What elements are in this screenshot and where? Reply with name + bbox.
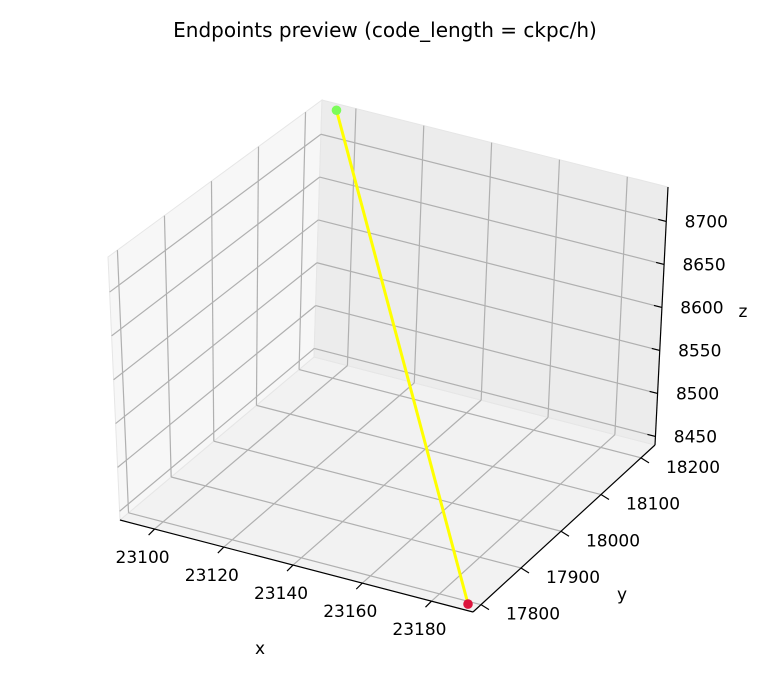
x-axis-label: x (255, 639, 265, 659)
x-tick-mark (217, 546, 225, 554)
x-grid-floor (223, 382, 415, 548)
z-grid-back (320, 133, 667, 222)
x-tick-mark (355, 582, 363, 590)
y-tick-mark (600, 494, 610, 501)
x-axis-line (119, 519, 474, 613)
z-grid-left (111, 176, 320, 337)
y-tick-mark (480, 604, 490, 611)
z-tick-label: 8450 (674, 427, 717, 447)
z-grid-left (117, 305, 316, 468)
z-tick-label: 8700 (685, 212, 728, 232)
x-tick-label: 23180 (392, 620, 446, 640)
x-grid-wall (480, 142, 493, 401)
z-tick-label: 8500 (676, 384, 719, 404)
x-grid-floor (292, 399, 482, 566)
x-grid-wall (413, 125, 425, 383)
y-tick-label: 18200 (666, 458, 720, 478)
tick-labels: 23100 23120 23140 23160 23180 17800 17900 18000… (116, 212, 728, 640)
z-grid-back (316, 262, 660, 351)
y-tick-mark (560, 530, 570, 537)
z-grid-back (315, 305, 658, 394)
z-tick-label: 8600 (680, 298, 723, 318)
x-tick-label: 23160 (323, 602, 377, 622)
z-tick-mark (647, 433, 656, 437)
x-grid-floor (361, 416, 549, 584)
end-point-marker (463, 599, 473, 609)
z-grid-left (119, 347, 315, 512)
x-grid-floor (431, 434, 616, 602)
z-grid-left (109, 133, 322, 293)
x-tick-mark (286, 564, 294, 572)
grid-lines (109, 108, 667, 606)
axis-panes (107, 98, 669, 613)
y-tick-mark (520, 567, 530, 574)
z-grid-left (113, 219, 319, 381)
y-tick-mark (640, 457, 650, 464)
y-grid-wall (116, 250, 130, 513)
z-tick-mark (658, 218, 667, 222)
y-grid-wall (210, 181, 215, 442)
y-grid-wall (163, 215, 172, 478)
y-grid-wall (298, 112, 307, 370)
y-grid-floor (213, 440, 562, 532)
y-tick-label: 17800 (506, 605, 560, 625)
endpoint-segment (335, 109, 470, 605)
y-axis-line (472, 444, 656, 613)
x-tick-label: 23120 (185, 566, 239, 586)
z-grid-back (314, 347, 656, 437)
chart-title: Endpoints preview (code_length = ckpc/h) (173, 18, 597, 42)
data-marks (331, 105, 473, 609)
start-point-marker (331, 105, 342, 116)
z-tick-mark (653, 304, 663, 308)
z-tick-mark (651, 347, 660, 351)
x-grid-wall (547, 159, 561, 418)
z-axis-line (654, 186, 669, 446)
y-grid-floor (256, 404, 602, 496)
y-grid-wall (255, 146, 260, 406)
y-axis-label: y (617, 585, 627, 605)
y-tick-label: 18000 (586, 531, 640, 551)
z-grid-back (319, 176, 665, 265)
y-grid-floor (171, 476, 522, 569)
y-tick-label: 17900 (546, 568, 600, 588)
tick-marks (148, 218, 667, 611)
axis-lines (119, 186, 669, 613)
x-tick-mark (148, 528, 156, 536)
y-tick-label: 18100 (626, 495, 680, 515)
x-grid-wall (614, 176, 628, 435)
y-grid-floor (128, 512, 482, 606)
z-grid-back (318, 219, 663, 308)
x-tick-mark (425, 600, 432, 608)
z-axis-label: z (739, 302, 748, 322)
y-grid-floor (298, 368, 642, 459)
z-tick-label: 8550 (678, 341, 721, 361)
z-tick-label: 8650 (682, 255, 725, 275)
x-tick-label: 23140 (254, 584, 308, 604)
x-grid-wall (346, 108, 357, 366)
x-tick-label: 23100 (116, 548, 170, 568)
x-grid-floor (154, 365, 348, 530)
z-tick-mark (649, 390, 658, 394)
z-tick-mark (655, 261, 665, 265)
z-grid-left (115, 262, 318, 425)
